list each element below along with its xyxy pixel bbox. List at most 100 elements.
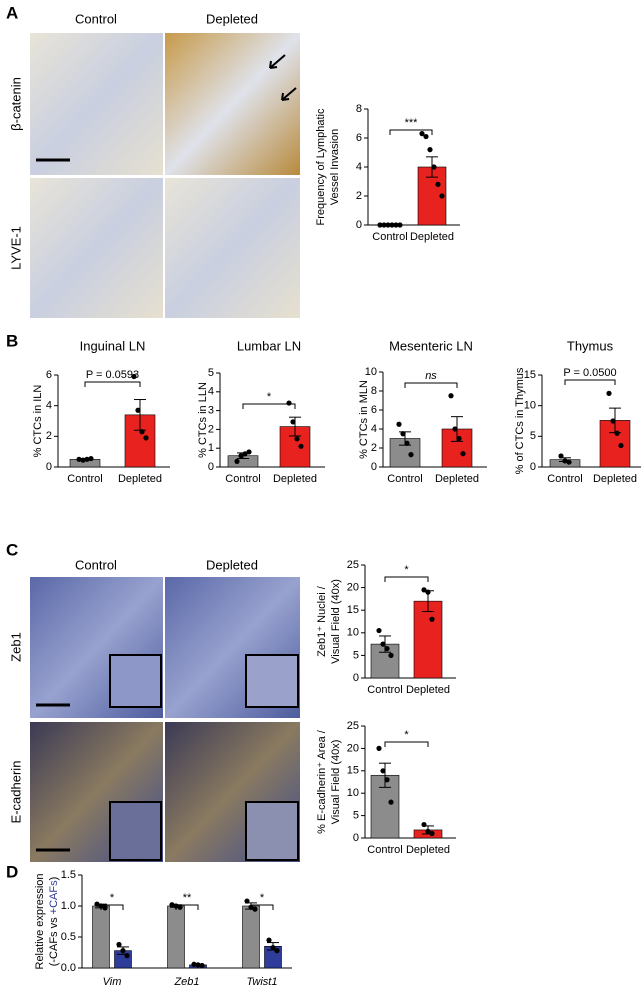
data-point	[389, 222, 395, 228]
column-header: Control	[75, 557, 117, 572]
significance-label: P = 0.0500	[563, 367, 616, 379]
x-tick-label: Control	[372, 231, 407, 243]
data-point	[199, 962, 205, 969]
y-tick-label: 5	[353, 649, 359, 661]
x-tick-label: Depleted	[118, 473, 162, 485]
data-point	[400, 431, 406, 437]
y-tick-label: 6	[356, 132, 362, 144]
y-tick-label: 0	[353, 832, 359, 844]
data-point	[135, 407, 141, 413]
data-point	[290, 419, 296, 425]
data-point	[393, 222, 399, 228]
data-point	[381, 222, 387, 228]
y-tick-label: 4	[46, 400, 52, 412]
data-point	[169, 902, 175, 908]
bar	[242, 905, 260, 969]
y-axis-label: % CTCs in LLN	[197, 382, 209, 458]
data-point	[431, 164, 437, 170]
data-point	[397, 222, 403, 228]
data-point	[448, 393, 454, 399]
y-tick-label: 25	[347, 720, 359, 732]
data-point	[270, 944, 276, 951]
y-tick-label: 2	[46, 430, 52, 442]
y-axis-label-part: )	[48, 877, 60, 881]
data-point	[238, 453, 244, 459]
significance-bracket	[242, 403, 296, 409]
y-tick-label: 0	[46, 461, 52, 473]
y-tick-label: 20	[347, 742, 359, 754]
significance-label: *	[404, 564, 409, 576]
y-axis-label: Relative expression	[34, 874, 46, 970]
y-tick-label: 4	[371, 423, 377, 435]
x-tick-label: Twist1	[247, 976, 278, 988]
data-point	[195, 962, 201, 968]
y-tick-label: 10	[365, 366, 377, 378]
data-point	[274, 948, 280, 954]
data-point	[419, 131, 425, 137]
y-tick-label: 2	[371, 442, 377, 454]
x-tick-label: Control	[547, 473, 582, 485]
y-tick-label: 0	[371, 461, 377, 473]
data-point	[421, 821, 427, 828]
data-point	[614, 430, 620, 436]
panel-label: B	[6, 331, 18, 350]
panel-label: A	[6, 3, 18, 22]
row-label: LYVE-1	[8, 226, 23, 270]
y-tick-label: 0	[530, 461, 536, 473]
data-point	[266, 937, 272, 943]
y-tick-label: 1.5	[61, 869, 76, 881]
y-axis-label-part: -CAFs	[48, 931, 60, 963]
y-axis-label: % CTCs in MLN	[358, 380, 370, 459]
micrographs-a	[30, 33, 300, 318]
row-label: β-catenin	[8, 77, 23, 131]
data-point	[425, 828, 431, 834]
data-point	[88, 455, 94, 462]
y-tick-label: 6	[46, 369, 52, 381]
data-point	[139, 429, 145, 435]
significance-bracket	[384, 576, 429, 582]
data-point	[191, 961, 197, 967]
data-point	[143, 435, 149, 441]
y-axis-label: % E-cadherin⁺ Area /	[316, 729, 328, 834]
panel-label: C	[6, 540, 18, 559]
significance-bracket	[84, 381, 141, 387]
data-point	[562, 458, 568, 464]
significance-bracket	[564, 379, 616, 385]
bar	[92, 905, 110, 969]
x-tick-label: Control	[387, 473, 422, 485]
y-tick-label: 25	[347, 559, 359, 571]
y-tick-label: 4	[208, 386, 214, 398]
significance-bracket	[175, 904, 199, 910]
significance-label: **	[183, 892, 192, 904]
data-point	[388, 799, 394, 805]
x-tick-label: Depleted	[406, 844, 450, 856]
y-axis-label: Visual Field (40x)	[330, 740, 342, 825]
y-tick-label: 1	[208, 442, 214, 454]
y-axis-label: Zeb1⁺ Nuclei /	[316, 585, 328, 657]
significance-bracket	[384, 741, 429, 747]
x-tick-label: Depleted	[273, 473, 317, 485]
data-point	[427, 147, 433, 153]
data-point	[421, 587, 427, 593]
column-header: Control	[75, 11, 117, 26]
y-tick-label: 2	[208, 423, 214, 435]
y-tick-label: 5	[530, 430, 536, 442]
data-point	[120, 948, 126, 954]
y-tick-label: 0	[356, 219, 362, 231]
significance-label: ns	[425, 370, 437, 382]
x-tick-label: Depleted	[435, 473, 479, 485]
data-point	[439, 193, 445, 199]
y-tick-label: 0	[353, 672, 359, 684]
data-point	[425, 589, 431, 595]
data-point	[566, 459, 572, 465]
x-tick-label: Control	[367, 684, 402, 696]
significance-label: *	[404, 729, 409, 741]
row-label: Zeb1	[8, 632, 23, 662]
y-tick-label: 15	[347, 765, 359, 777]
data-point	[384, 777, 390, 783]
data-point	[177, 904, 183, 910]
data-point	[396, 421, 402, 427]
data-point	[116, 941, 122, 948]
significance-bracket	[250, 904, 274, 910]
